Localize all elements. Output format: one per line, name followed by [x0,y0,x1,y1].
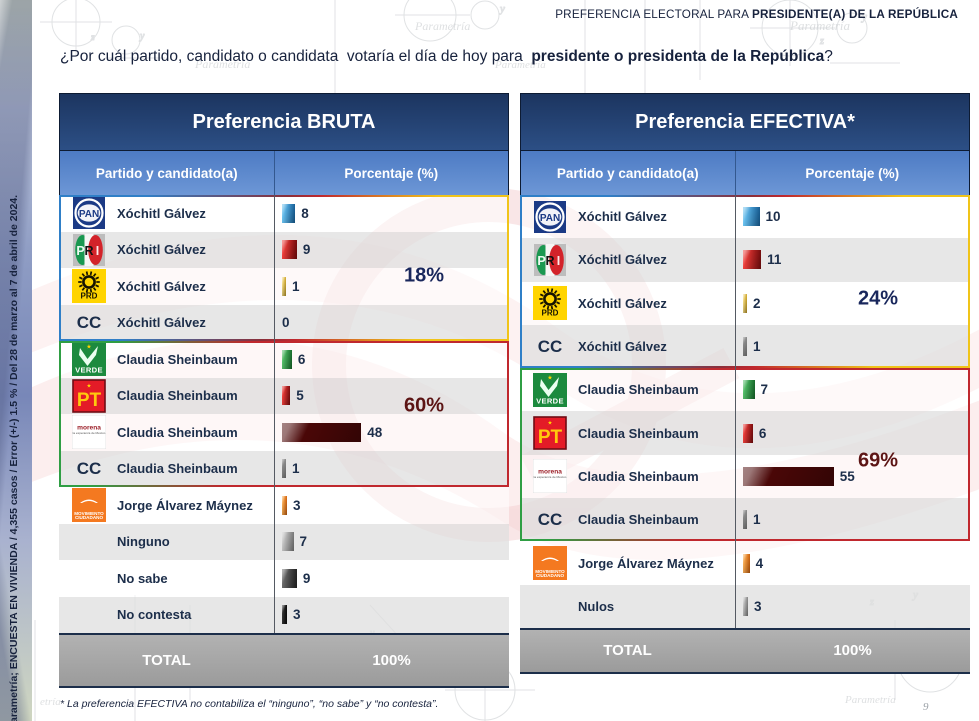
svg-text:P: P [76,244,84,258]
svg-text:★: ★ [87,382,92,389]
svg-text:★: ★ [86,344,91,351]
svg-text:VERDE: VERDE [536,396,564,405]
svg-text:CIUDADANO: CIUDADANO [536,573,564,578]
svg-text:I: I [557,254,560,268]
svg-text:PAN: PAN [79,209,99,220]
svg-text:PT: PT [538,427,563,448]
svg-text:CIUDADANO: CIUDADANO [75,515,103,520]
svg-text:R: R [84,244,93,258]
svg-text:la esperanza de México: la esperanza de México [534,475,567,479]
svg-text:etría: etría [40,696,61,708]
svg-text:VERDE: VERDE [75,366,103,375]
svg-text:P: P [537,254,545,268]
svg-text:PT: PT [77,390,102,411]
svg-text:Parametría: Parametría [414,19,470,33]
svg-text:la esperanza de México: la esperanza de México [73,431,106,435]
svg-text:Parametría: Parametría [844,694,896,706]
svg-text:PRD: PRD [81,292,98,301]
svg-text:I: I [96,244,99,258]
svg-text:z: z [90,32,95,42]
svg-text:★: ★ [547,374,552,381]
svg-text:R: R [545,254,554,268]
svg-text:PAN: PAN [540,213,560,224]
svg-text:z: z [819,36,824,47]
svg-text:★: ★ [548,420,553,427]
svg-text:PRD: PRD [542,309,559,318]
